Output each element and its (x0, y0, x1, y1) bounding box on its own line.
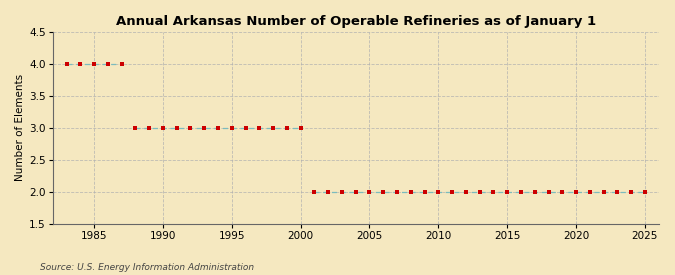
Text: Source: U.S. Energy Information Administration: Source: U.S. Energy Information Administ… (40, 263, 254, 272)
Title: Annual Arkansas Number of Operable Refineries as of January 1: Annual Arkansas Number of Operable Refin… (115, 15, 596, 28)
Y-axis label: Number of Elements: Number of Elements (15, 74, 25, 182)
